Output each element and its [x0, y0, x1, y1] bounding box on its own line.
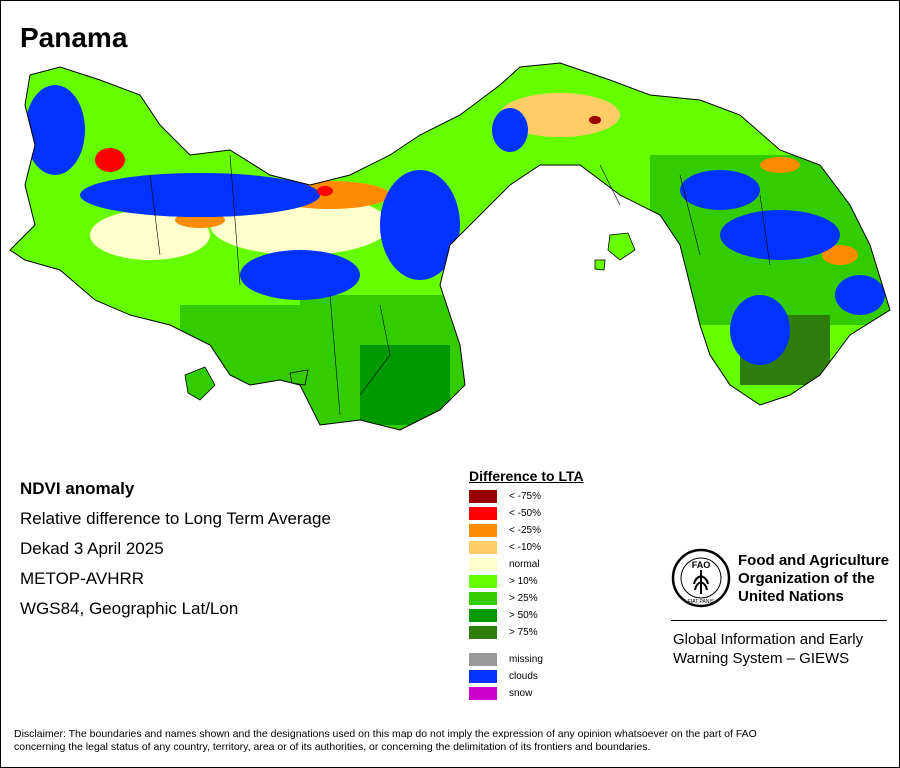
legend-other-class-row: snow	[469, 685, 584, 702]
legend: Difference to LTA < -75% < -50% < -25% < -1…	[469, 468, 584, 702]
fao-logo-letters: FAO	[692, 560, 711, 570]
country-title: Panama	[20, 22, 128, 53]
giews-name: Global Information and Early Warning Sys…	[673, 630, 863, 668]
legend-class-row: > 75%	[469, 624, 584, 641]
sensor-label: METOP-AVHRR	[20, 569, 145, 588]
legend-class-swatch	[469, 507, 497, 520]
map-raster	[10, 63, 890, 430]
legend-class-label: > 10%	[509, 576, 538, 587]
legend-other-class-label: clouds	[509, 671, 538, 682]
legend-class-label: > 25%	[509, 593, 538, 604]
legend-class-row: < -10%	[469, 539, 584, 556]
disclaimer-line1: Disclaimer: The boundaries and names sho…	[14, 728, 757, 740]
legend-other-class-label: snow	[509, 688, 533, 699]
legend-class-swatch	[469, 575, 497, 588]
projection-label: WGS84, Geographic Lat/Lon	[20, 599, 239, 618]
legend-other-class-swatch	[469, 687, 497, 700]
giews-line1: Global Information and Early	[673, 631, 864, 648]
legend-other-class-swatch	[469, 653, 497, 666]
legend-class-swatch	[469, 558, 497, 571]
legend-class-row: < -50%	[469, 505, 584, 522]
period-label: Dekad 3 April 2025	[20, 539, 164, 558]
legend-classes: < -75% < -50% < -25% < -10% normal > 10% > 25%…	[469, 488, 584, 641]
legend-class-label: < -50%	[509, 508, 541, 519]
legend-class-label: < -25%	[509, 525, 541, 536]
legend-class-row: < -25%	[469, 522, 584, 539]
legend-class-row: > 50%	[469, 607, 584, 624]
legend-class-label: > 50%	[509, 610, 538, 621]
fao-name-line3: United Nations	[738, 588, 844, 605]
legend-class-swatch	[469, 609, 497, 622]
legend-class-swatch	[469, 592, 497, 605]
fao-logo-icon: FAO FIAT PANIS	[671, 548, 731, 608]
giews-line2: Warning System – GIEWS	[673, 650, 850, 667]
legend-class-swatch	[469, 541, 497, 554]
fao-name-line2: Organization of the	[738, 570, 875, 587]
product-description: Relative difference to Long Term Average	[20, 509, 331, 528]
product-name: NDVI anomaly	[20, 479, 135, 498]
legend-class-label: > 75%	[509, 627, 538, 638]
legend-class-swatch	[469, 524, 497, 537]
ndvi-anomaly-map	[9, 62, 891, 431]
map-info: NDVI anomaly Relative difference to Long…	[20, 474, 331, 624]
disclaimer-line2: concerning the legal status of any count…	[14, 741, 651, 753]
legend-class-row: < -75%	[469, 488, 584, 505]
disclaimer: Disclaimer: The boundaries and names sho…	[14, 728, 886, 754]
fao-divider	[671, 620, 887, 621]
legend-class-label: < -10%	[509, 542, 541, 553]
fao-logo-motto: FIAT PANIS	[688, 599, 715, 605]
legend-class-row: normal	[469, 556, 584, 573]
legend-class-swatch	[469, 626, 497, 639]
legend-class-row: > 10%	[469, 573, 584, 590]
legend-other-class-swatch	[469, 670, 497, 683]
legend-title: Difference to LTA	[469, 468, 584, 484]
fao-name-line1: Food and Agriculture	[738, 552, 890, 569]
fao-name: Food and Agriculture Organization of the…	[738, 552, 889, 606]
legend-class-label: normal	[509, 559, 540, 570]
legend-other-class-label: missing	[509, 654, 543, 665]
legend-other-class-row: clouds	[469, 668, 584, 685]
legend-class-label: < -75%	[509, 491, 541, 502]
legend-class-swatch	[469, 490, 497, 503]
legend-other-class-row: missing	[469, 651, 584, 668]
legend-class-row: > 25%	[469, 590, 584, 607]
legend-other: missing clouds snow	[469, 651, 584, 702]
